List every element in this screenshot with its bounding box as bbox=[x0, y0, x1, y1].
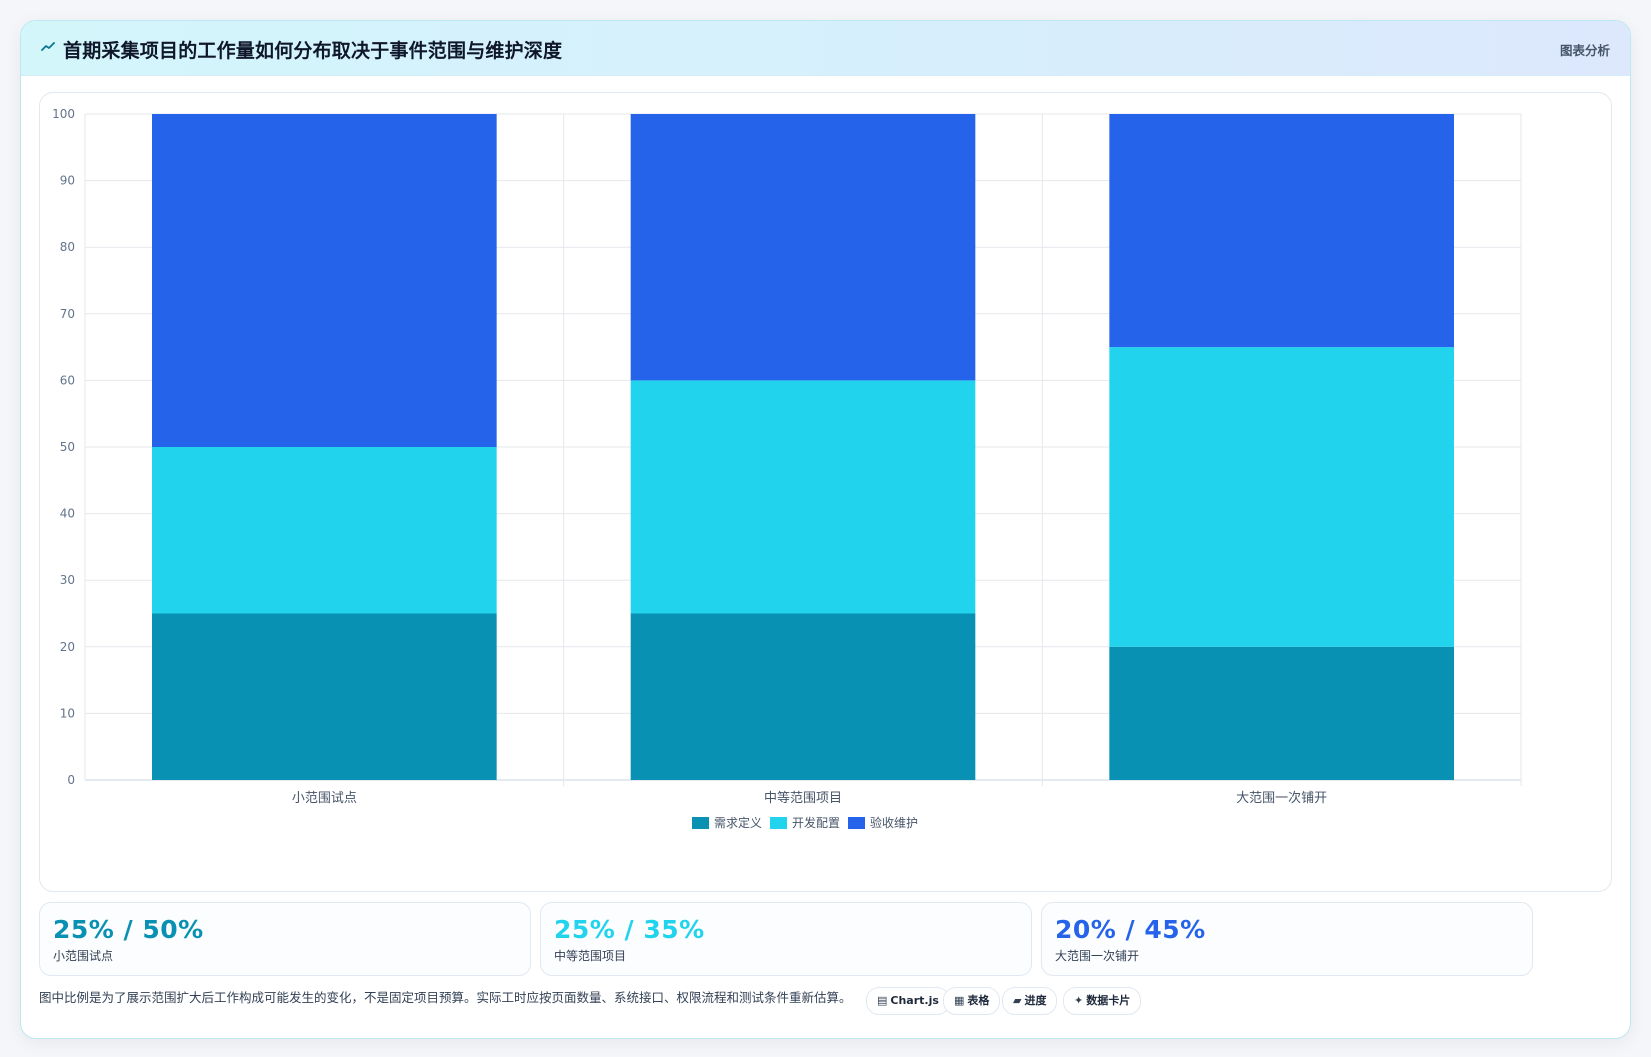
card-header: 首期采集项目的工作量如何分布取决于事件范围与维护深度 图表分析 bbox=[21, 21, 1630, 76]
bar-segment bbox=[1109, 347, 1454, 647]
chart-icon: ▤ bbox=[877, 994, 888, 1007]
y-tick-label: 30 bbox=[60, 573, 75, 587]
stat-value: 20% / 45% bbox=[1055, 915, 1206, 944]
y-tick-label: 60 bbox=[60, 373, 75, 387]
x-tick-label: 小范围试点 bbox=[292, 791, 357, 806]
stat-value: 25% / 50% bbox=[53, 915, 204, 944]
chip-chartjs[interactable]: ▤ Chart.js bbox=[866, 987, 950, 1015]
chip-table[interactable]: ▦ 表格 bbox=[943, 987, 1001, 1015]
bar-segment bbox=[1109, 114, 1454, 348]
bar-segment bbox=[630, 613, 976, 780]
footnote: 图中比例是为了展示范围扩大后工作构成可能发生的变化，不是固定项目预算。实际工时应… bbox=[39, 990, 852, 1005]
stat-card-small: 25% / 50% 小范围试点 bbox=[39, 902, 531, 976]
page-title: 首期采集项目的工作量如何分布取决于事件范围与维护深度 bbox=[63, 40, 563, 62]
stat-label: 中等范围项目 bbox=[554, 949, 627, 963]
x-tick-label: 大范围一次铺开 bbox=[1236, 790, 1327, 806]
y-tick-label: 40 bbox=[60, 507, 75, 521]
chip-label: 进度 bbox=[1024, 994, 1047, 1007]
y-tick-label: 50 bbox=[60, 440, 75, 454]
bar-segment bbox=[152, 613, 497, 780]
table-icon: ▦ bbox=[954, 994, 965, 1007]
legend-label: 开发配置 bbox=[792, 815, 840, 830]
bar-segment bbox=[152, 447, 497, 614]
progress-icon: ▰ bbox=[1013, 994, 1022, 1007]
legend-label: 需求定义 bbox=[714, 815, 762, 830]
chart-card: 首期采集项目的工作量如何分布取决于事件范围与维护深度 图表分析 0 10 20 30 4… bbox=[20, 20, 1631, 1039]
stat-card-medium: 25% / 35% 中等范围项目 bbox=[540, 902, 1032, 976]
y-tick-label: 80 bbox=[60, 240, 75, 254]
chip-label: Chart.js bbox=[890, 994, 939, 1007]
y-tick-label: 90 bbox=[60, 174, 75, 188]
y-tick-label: 10 bbox=[60, 706, 75, 720]
legend-swatch bbox=[848, 817, 865, 829]
bar-segment bbox=[1109, 646, 1454, 780]
y-tick-label: 100 bbox=[52, 107, 75, 121]
legend-swatch bbox=[692, 817, 709, 829]
chip-label: 数据卡片 bbox=[1086, 994, 1131, 1007]
stacked-bar-chart: 0 10 20 30 40 50 60 70 80 90 100 小范围试点 中等范围项目 大范围一次铺开… bbox=[52, 107, 1522, 830]
trend-line-icon bbox=[41, 42, 55, 51]
chip-data-card[interactable]: ✦ 数据卡片 bbox=[1063, 987, 1142, 1015]
stat-card-large: 20% / 45% 大范围一次铺开 bbox=[1041, 902, 1533, 976]
bar-segment bbox=[630, 380, 976, 614]
y-tick-label: 0 bbox=[67, 773, 75, 787]
legend-label: 验收维护 bbox=[870, 815, 918, 830]
chip-label: 表格 bbox=[967, 994, 990, 1007]
card-icon: ✦ bbox=[1074, 994, 1084, 1007]
bar-segment bbox=[630, 114, 976, 381]
chip-progress[interactable]: ▰ 进度 bbox=[1002, 987, 1058, 1015]
chart-area: 0 10 20 30 40 50 60 70 80 90 100 小范围试点 中等范围项目 大范围一次铺开… bbox=[39, 92, 1612, 892]
stat-label: 大范围一次铺开 bbox=[1055, 949, 1140, 963]
stat-value: 25% / 35% bbox=[554, 915, 705, 944]
legend-swatch bbox=[770, 817, 787, 829]
stat-label: 小范围试点 bbox=[53, 949, 114, 963]
chart-analysis-tag: 图表分析 bbox=[1559, 43, 1610, 58]
y-tick-label: 20 bbox=[60, 640, 75, 654]
x-tick-label: 中等范围项目 bbox=[764, 790, 842, 806]
bar-segment bbox=[152, 114, 497, 447]
y-tick-label: 70 bbox=[60, 307, 75, 321]
